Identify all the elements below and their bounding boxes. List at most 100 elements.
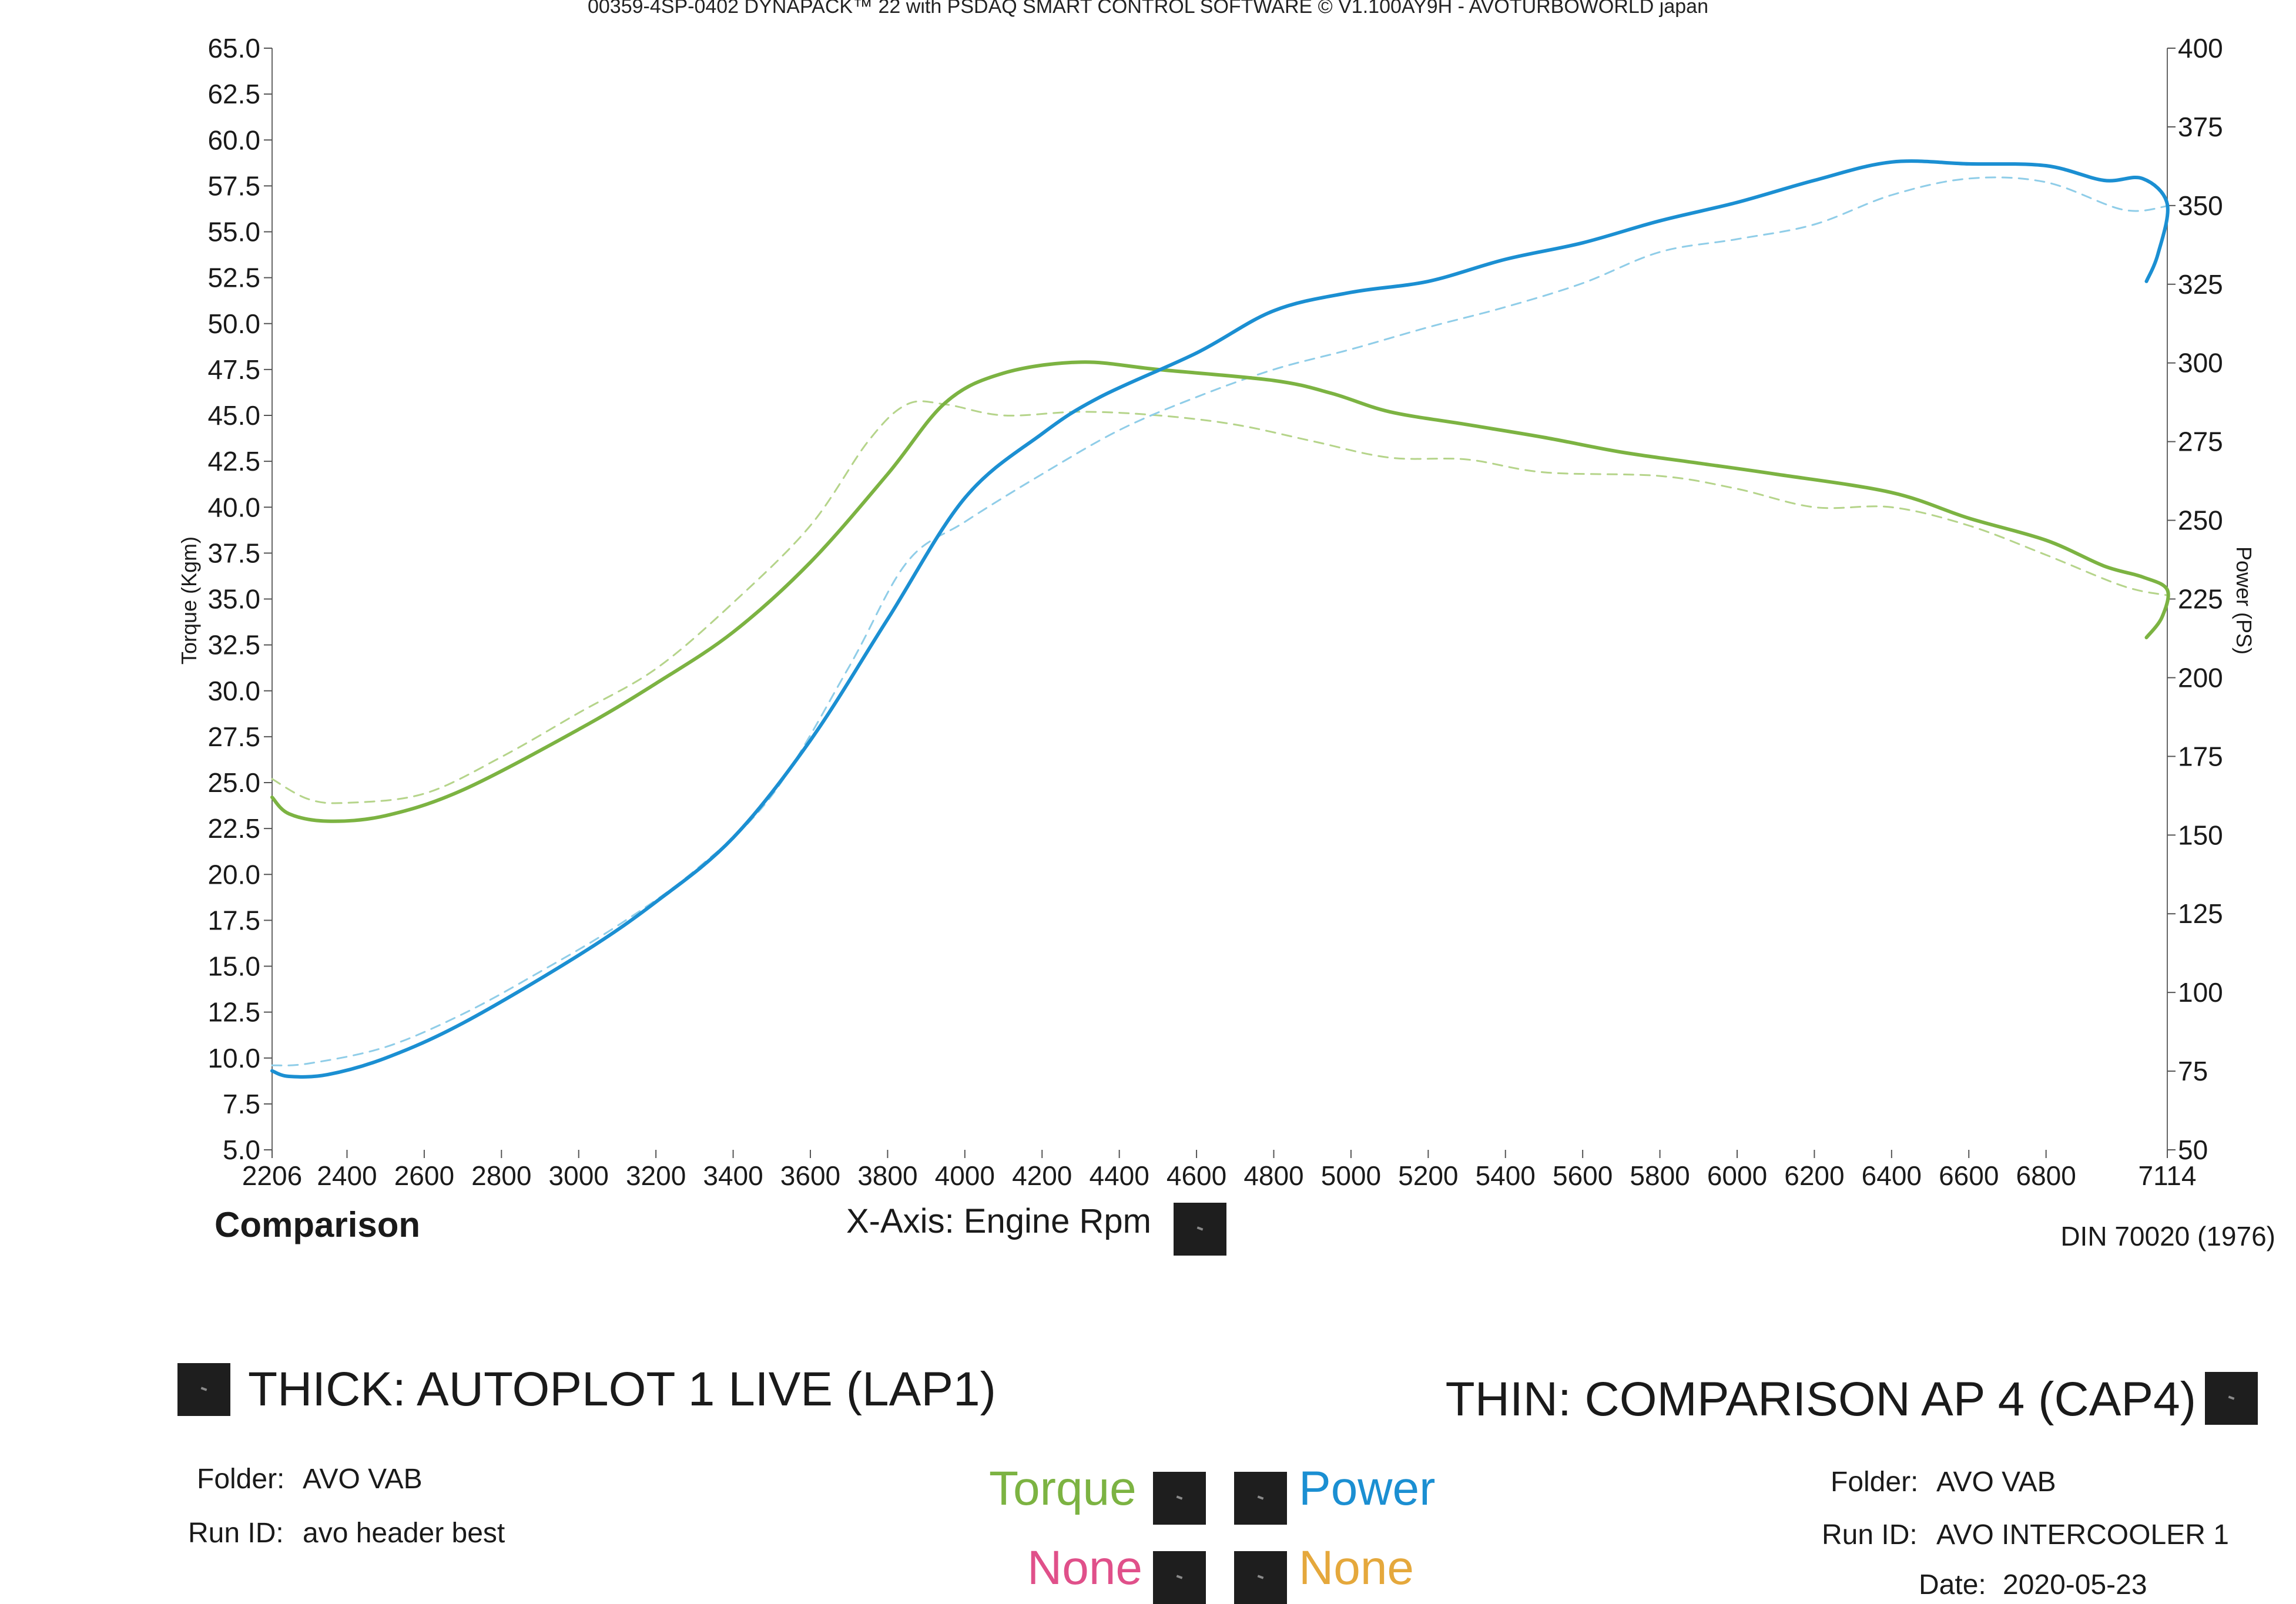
y-left-tick-label: 25.0	[207, 767, 260, 798]
mode-label: Comparison	[214, 1205, 421, 1244]
x-tick-label: 6600	[1939, 1160, 1999, 1191]
x-tick-label: 2206	[242, 1160, 302, 1191]
y-left-tick-label: 40.0	[207, 492, 260, 522]
y-right-tick-label: 325	[2178, 269, 2223, 300]
x-tick-label: 4400	[1089, 1160, 1149, 1191]
y-left-tick-label: 5.0	[223, 1135, 260, 1165]
thin-runid-key: Run ID:	[1822, 1519, 1918, 1551]
thick-runid-value: avo header best	[303, 1518, 505, 1549]
x-tick-label: 2600	[394, 1160, 454, 1191]
thin-date-value: 2020-05-23	[2003, 1569, 2147, 1600]
x-tick-label: 2400	[317, 1160, 377, 1191]
chart-title: 00359-4SP-0402 DYNAPACK™ 22 with PSDAQ S…	[587, 0, 1708, 18]
y-left-tick-label: 50.0	[207, 308, 260, 339]
legend-power-toggle[interactable]	[1234, 1472, 1287, 1525]
thick-run-color-button[interactable]	[177, 1363, 230, 1416]
legend-torque-toggle[interactable]	[1153, 1472, 1206, 1525]
y-right-tick-label: 75	[2178, 1056, 2208, 1086]
y-left-tick-label: 17.5	[207, 905, 260, 935]
y-left-tick-label: 7.5	[223, 1089, 260, 1119]
y-left-tick-label: 30.0	[207, 676, 260, 706]
y-left-tick-label: 57.5	[207, 170, 260, 201]
thin-folder-value: AVO VAB	[1936, 1467, 2056, 1498]
y-right-tick-label: 400	[2178, 33, 2223, 63]
y-left-tick-label: 10.0	[207, 1043, 260, 1073]
thin-date-key: Date:	[1919, 1569, 1986, 1600]
x-tick-label: 5200	[1398, 1160, 1458, 1191]
x-tick-label: 3400	[703, 1160, 763, 1191]
x-tick-label: 6400	[1862, 1160, 1922, 1191]
thick-power-line	[270, 159, 2170, 1079]
y-right-tick-label: 200	[2178, 662, 2223, 693]
x-tick-label: 3000	[549, 1160, 609, 1191]
thick-folder-value: AVO VAB	[303, 1464, 423, 1495]
y-right-tick-label: 225	[2178, 584, 2223, 615]
legend-power-label: Power	[1299, 1462, 1436, 1515]
standard-label: DIN 70020 (1976)	[2060, 1221, 2275, 1251]
y-left-tick-label: 22.5	[207, 813, 260, 844]
x-tick-label: 6000	[1707, 1160, 1767, 1191]
x-tick-label: 4000	[935, 1160, 995, 1191]
y-left-tick-label: 12.5	[207, 997, 260, 1028]
y-left-tick-label: 37.5	[207, 538, 260, 568]
x-tick-label: 7114	[2139, 1160, 2197, 1191]
series-layer	[270, 159, 2170, 1079]
thin-run-label: THIN: COMPARISON AP 4 (CAP4)	[1445, 1373, 2196, 1426]
thick-folder-key: Folder:	[197, 1464, 285, 1495]
x-tick-label: 6200	[1784, 1160, 1844, 1191]
legend-none1-toggle[interactable]	[1153, 1551, 1206, 1604]
thick-run-label: THICK: AUTOPLOT 1 LIVE (LAP1)	[248, 1363, 996, 1416]
thick-torque-line	[270, 360, 2170, 823]
thin-folder-key: Folder:	[1831, 1467, 1919, 1498]
ticks-layer: 65.0 62.5 60.0 57.5 55.0 52.5 50.0 47.5 45.0 42.5…	[207, 33, 2223, 1191]
x-tick-label: 4200	[1012, 1160, 1072, 1191]
thin-power-line	[271, 176, 2168, 1066]
y-left-tick-label: 35.0	[207, 584, 260, 615]
y-right-tick-label: 375	[2178, 112, 2223, 142]
x-axis-label: X-Axis: Engine Rpm	[846, 1202, 1151, 1240]
x-tick-label: 4600	[1167, 1160, 1226, 1191]
y-right-tick-label: 125	[2178, 898, 2223, 929]
x-tick-label: 3800	[857, 1160, 917, 1191]
x-tick-label: 6800	[2016, 1160, 2076, 1191]
legend-none2-toggle[interactable]	[1234, 1551, 1287, 1604]
y-right-tick-label: 350	[2178, 190, 2223, 221]
x-tick-label: 5800	[1630, 1160, 1690, 1191]
y-left-tick-label: 27.5	[207, 722, 260, 752]
y-right-axis-label: Power (PS)	[2232, 546, 2256, 655]
x-tick-label: 5400	[1476, 1160, 1536, 1191]
y-right-tick-label: 175	[2178, 741, 2223, 771]
thin-torque-line	[271, 400, 2168, 804]
thin-run-color-button[interactable]	[2205, 1372, 2258, 1425]
y-left-tick-label: 42.5	[207, 446, 260, 476]
x-tick-label: 2800	[471, 1160, 531, 1191]
y-right-tick-label: 250	[2178, 505, 2223, 536]
y-right-tick-label: 100	[2178, 977, 2223, 1008]
x-tick-label: 3200	[626, 1160, 686, 1191]
y-left-tick-label: 32.5	[207, 630, 260, 660]
y-left-tick-label: 15.0	[207, 951, 260, 982]
legend-none1-label: None	[1027, 1541, 1143, 1595]
y-right-tick-label: 275	[2178, 427, 2223, 457]
y-right-tick-label: 300	[2178, 348, 2223, 378]
y-right-tick-label: 50	[2178, 1135, 2208, 1165]
legend-none2-label: None	[1299, 1541, 1415, 1595]
x-tick-label: 5600	[1553, 1160, 1613, 1191]
y-left-tick-label: 20.0	[207, 859, 260, 890]
y-left-tick-label: 62.5	[207, 79, 260, 109]
thin-runid-value: AVO INTERCOOLER 1	[1936, 1519, 2229, 1551]
thick-runid-key: Run ID:	[188, 1518, 284, 1549]
x-tick-label: 5000	[1321, 1160, 1381, 1191]
y-left-tick-label: 52.5	[207, 263, 260, 293]
legend-torque-label: Torque	[989, 1462, 1137, 1515]
x-axis-selector-button[interactable]	[1174, 1203, 1226, 1256]
y-left-tick-label: 65.0	[207, 33, 260, 63]
y-right-tick-label: 150	[2178, 820, 2223, 850]
y-left-axis-label: Torque (Kgm)	[177, 536, 201, 665]
y-left-tick-label: 55.0	[207, 217, 260, 247]
axes-layer	[264, 48, 2176, 1158]
x-tick-label: 3600	[780, 1160, 840, 1191]
y-left-tick-label: 60.0	[207, 125, 260, 155]
y-left-tick-label: 45.0	[207, 400, 260, 431]
